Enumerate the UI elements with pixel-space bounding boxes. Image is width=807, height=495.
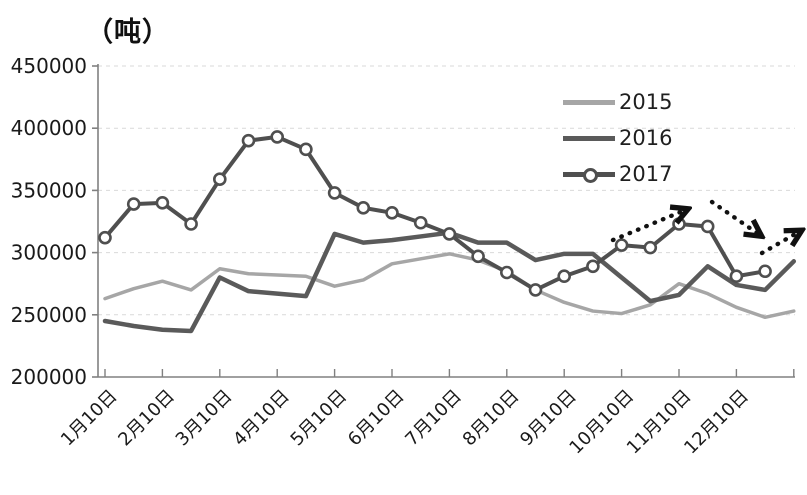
series-marker-2017	[557, 269, 572, 284]
x-tick-label: 2月10日	[114, 386, 179, 451]
legend-item-2017: 2017	[563, 156, 672, 192]
legend-item-2016: 2016	[563, 120, 672, 156]
legend: 2015 2016 2017	[563, 84, 672, 192]
x-tick-label: 7月10日	[401, 386, 466, 451]
legend-label-2017: 2017	[619, 161, 673, 186]
series-marker-2017	[299, 142, 313, 157]
y-tick-label: 450000	[11, 54, 87, 78]
x-tick-label: 4月10日	[229, 386, 294, 451]
series-line-2016	[102, 230, 797, 334]
series-marker-2017	[672, 217, 686, 231]
series-marker-2017	[213, 172, 227, 187]
series-marker-2017	[729, 269, 744, 284]
legend-label-2015: 2015	[619, 89, 673, 114]
series-marker-2017	[184, 217, 198, 231]
series-marker-2017	[643, 240, 658, 255]
legend-label-2016: 2016	[619, 125, 673, 150]
series-marker-2017	[499, 265, 514, 280]
series-marker-2017	[442, 227, 457, 241]
y-tick-label: 300000	[11, 241, 87, 265]
series-marker-2017	[586, 259, 600, 274]
chart-title: （吨）	[86, 17, 170, 48]
x-tick-label: 6月10日	[344, 386, 409, 451]
legend-marker-icon	[583, 167, 598, 183]
legend-item-2015: 2015	[563, 84, 672, 120]
series-marker-2017	[327, 186, 342, 200]
series-marker-2017	[126, 197, 141, 211]
legend-line-sample-2015	[563, 99, 615, 105]
legend-line-sample-2017	[563, 167, 615, 183]
series-marker-2017	[155, 196, 170, 210]
series-marker-2017	[270, 130, 285, 144]
series-marker-2017	[356, 201, 371, 215]
y-tick-label: 350000	[11, 178, 87, 202]
series-marker-2017	[471, 249, 485, 264]
x-tick-label: 1月10日	[57, 386, 122, 451]
x-tick-label: 3月10日	[172, 386, 237, 451]
y-tick-label: 400000	[11, 116, 87, 140]
legend-line-sample-2016	[563, 135, 615, 141]
series-marker-2017	[758, 264, 772, 279]
series-marker-2017	[98, 230, 112, 245]
trend-arrow-icon	[610, 211, 683, 243]
x-tick-label: 8月10日	[459, 386, 524, 451]
trend-arrow-icon	[709, 199, 757, 233]
series-marker-2017	[413, 215, 428, 230]
series-marker-2017	[241, 133, 256, 148]
y-tick-label: 200000	[11, 365, 87, 389]
series-marker-2017	[700, 219, 715, 234]
series-marker-2017	[385, 205, 399, 220]
trend-arrow-icon	[759, 233, 797, 256]
x-tick-label: 5月10日	[287, 386, 352, 451]
series-marker-2017	[614, 238, 629, 252]
series-line-2015	[103, 252, 796, 320]
y-tick-label: 250000	[11, 303, 87, 327]
series-marker-2017	[528, 283, 543, 297]
